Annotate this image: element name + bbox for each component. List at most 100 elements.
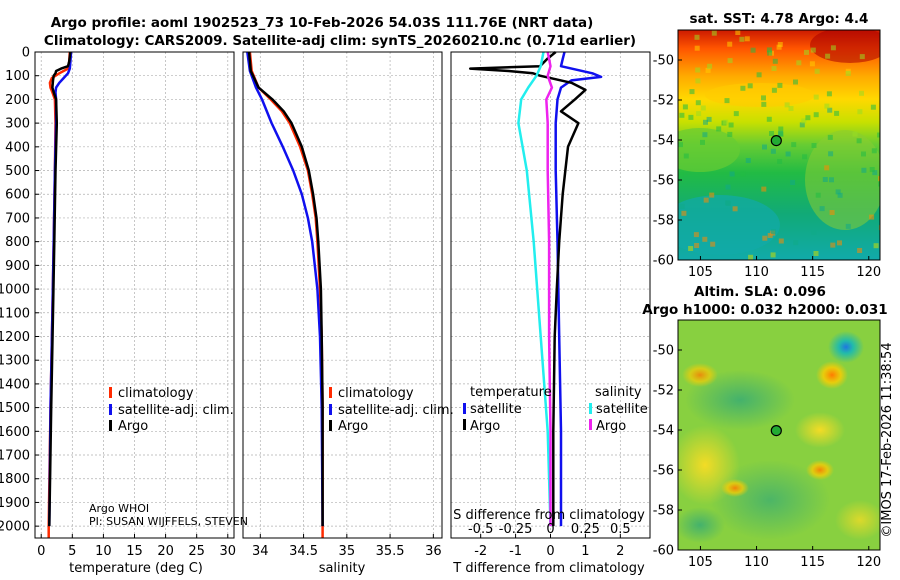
series-line-s-satellite (517, 51, 552, 527)
map-lat-tick: -52 (653, 384, 674, 399)
x-tick-label: 35 (339, 544, 356, 559)
argo-float-marker (770, 425, 782, 437)
x2-tick-label: 0.25 (571, 522, 600, 537)
depth-tick-label: 1500 (0, 401, 30, 416)
x-tick-label: -2 (474, 544, 487, 559)
x2-tick-label: -0.5 (468, 522, 493, 537)
argo-pi-note: PI: SUSAN WIJFFELS, STEVEN (89, 515, 248, 528)
map-lat-tick: -58 (653, 504, 674, 519)
x-tick-label: 36 (425, 544, 442, 559)
depth-tick-label: 2000 (0, 520, 30, 535)
legend-label-climatology: climatology (118, 386, 194, 401)
x2-tick-label: -0.25 (499, 522, 533, 537)
temperature-xlabel: temperature (deg C) (69, 561, 203, 576)
argo-institution-note: Argo WHOI (89, 502, 149, 515)
legend-swatch-s-argo (589, 419, 592, 430)
map-lon-tick: 115 (800, 265, 825, 280)
legend-swatch-satellite (109, 404, 112, 415)
depth-tick-label: 1700 (0, 449, 30, 464)
legend-swatch-argo (329, 420, 332, 431)
sla-map-title-1: Altim. SLA: 0.096 (694, 284, 826, 300)
legend-label-t-argo: Argo (470, 419, 500, 434)
depth-tick-label: 1400 (0, 377, 30, 392)
map-lat-tick: -60 (653, 544, 674, 559)
depth-tick-label: 1300 (0, 354, 30, 369)
x-tick-label: 0 (37, 544, 45, 559)
sla-map: Altim. SLA: 0.096 Argo h1000: 0.032 h200… (642, 284, 887, 570)
map-lon-tick: 115 (800, 555, 825, 570)
map-lat-tick: -56 (653, 174, 674, 189)
sst-map: sat. SST: 4.78 Argo: 4.4 105 110 115 120 -5… (653, 11, 881, 280)
salinity-xlabel: salinity (319, 561, 366, 576)
series-line-t-argo (468, 51, 587, 527)
legend-swatch-t-argo (463, 419, 466, 430)
x-tick-label: 0 (546, 544, 554, 559)
depth-tick-label: 200 (5, 93, 30, 108)
map-lat-tick: -56 (653, 464, 674, 479)
depth-tick-label: 1200 (0, 330, 30, 345)
legend-swatch-t-satellite (463, 403, 466, 414)
series-line-climatology (248, 51, 324, 538)
map-lon-tick: 120 (856, 555, 881, 570)
x2-tick-label: 0.5 (610, 522, 631, 537)
map-lon-tick: 105 (688, 265, 713, 280)
title-line-1: Argo profile: aoml 1902523_73 10-Feb-202… (51, 15, 594, 31)
x-tick-label: 30 (220, 544, 237, 559)
depth-tick-label: 500 (5, 164, 30, 179)
legend-title-salinity: salinity (595, 385, 642, 400)
legend-swatch-climatology (109, 387, 112, 398)
temperature-legend: climatology satellite-adj. clim. Argo (109, 386, 234, 434)
map-lon-tick: 105 (688, 555, 713, 570)
map-lat-tick: -50 (653, 344, 674, 359)
depth-tick-label: 1100 (0, 306, 30, 321)
x-tick-label: 20 (157, 544, 174, 559)
depth-tick-label: 800 (5, 235, 30, 250)
x-tick-label: 5 (68, 544, 76, 559)
legend-swatch-s-satellite (589, 403, 592, 414)
temperature-panel: 0100200300400500600700800900100011001200… (0, 46, 248, 577)
title-line-2: Climatology: CARS2009. Satellite-adj cli… (44, 33, 636, 49)
series-line-t-satellite (554, 51, 603, 527)
map-lat-tick: -52 (653, 94, 674, 109)
x-tick-label: 34 (252, 544, 269, 559)
map-lat-tick: -50 (653, 54, 674, 69)
series-line-satellite-adj-clim- (246, 51, 324, 527)
depth-tick-label: 100 (5, 69, 30, 84)
depth-tick-label: 400 (5, 140, 30, 155)
t-difference-xlabel: T difference from climatology (452, 561, 645, 576)
map-lat-tick: -54 (653, 424, 674, 439)
depth-tick-label: 1600 (0, 425, 30, 440)
legend-label-t-satellite: satellite (470, 402, 522, 417)
map-lat-tick: -54 (653, 134, 674, 149)
legend-label-climatology: climatology (338, 386, 414, 401)
legend-swatch-climatology (329, 387, 332, 398)
argo-float-marker (770, 135, 782, 147)
map-lat-tick: -60 (653, 254, 674, 269)
x-tick-label: 1 (581, 544, 589, 559)
depth-tick-label: 300 (5, 117, 30, 132)
depth-tick-label: 700 (5, 211, 30, 226)
x-tick-label: 35.5 (376, 544, 405, 559)
salinity-panel: 34 34.5 35 35.5 36 salinity climatology sate… (242, 51, 454, 576)
map-lon-tick: 110 (744, 265, 769, 280)
sst-map-title: sat. SST: 4.78 Argo: 4.4 (690, 11, 869, 27)
difference-legend: temperature satellite Argo salinity sate… (463, 385, 648, 434)
depth-tick-label: 1900 (0, 496, 30, 511)
legend-label-satellite: satellite-adj. clim. (118, 403, 234, 418)
legend-label-s-satellite: satellite (596, 402, 648, 417)
x-tick-label: 25 (188, 544, 205, 559)
x-tick-label: 15 (126, 544, 143, 559)
salinity-legend: climatology satellite-adj. clim. Argo (329, 386, 454, 434)
depth-tick-label: 0 (22, 46, 30, 61)
series-line-s-argo (545, 51, 554, 527)
legend-label-s-argo: Argo (596, 419, 626, 434)
x2-tick-label: 0 (546, 522, 554, 537)
x-tick-label: -1 (509, 544, 522, 559)
map-lon-tick: 110 (744, 555, 769, 570)
map-lon-tick: 120 (856, 265, 881, 280)
legend-title-temperature: temperature (470, 385, 552, 400)
series-line-argo (247, 51, 324, 527)
depth-tick-label: 1800 (0, 472, 30, 487)
x-tick-label: 34.5 (289, 544, 318, 559)
